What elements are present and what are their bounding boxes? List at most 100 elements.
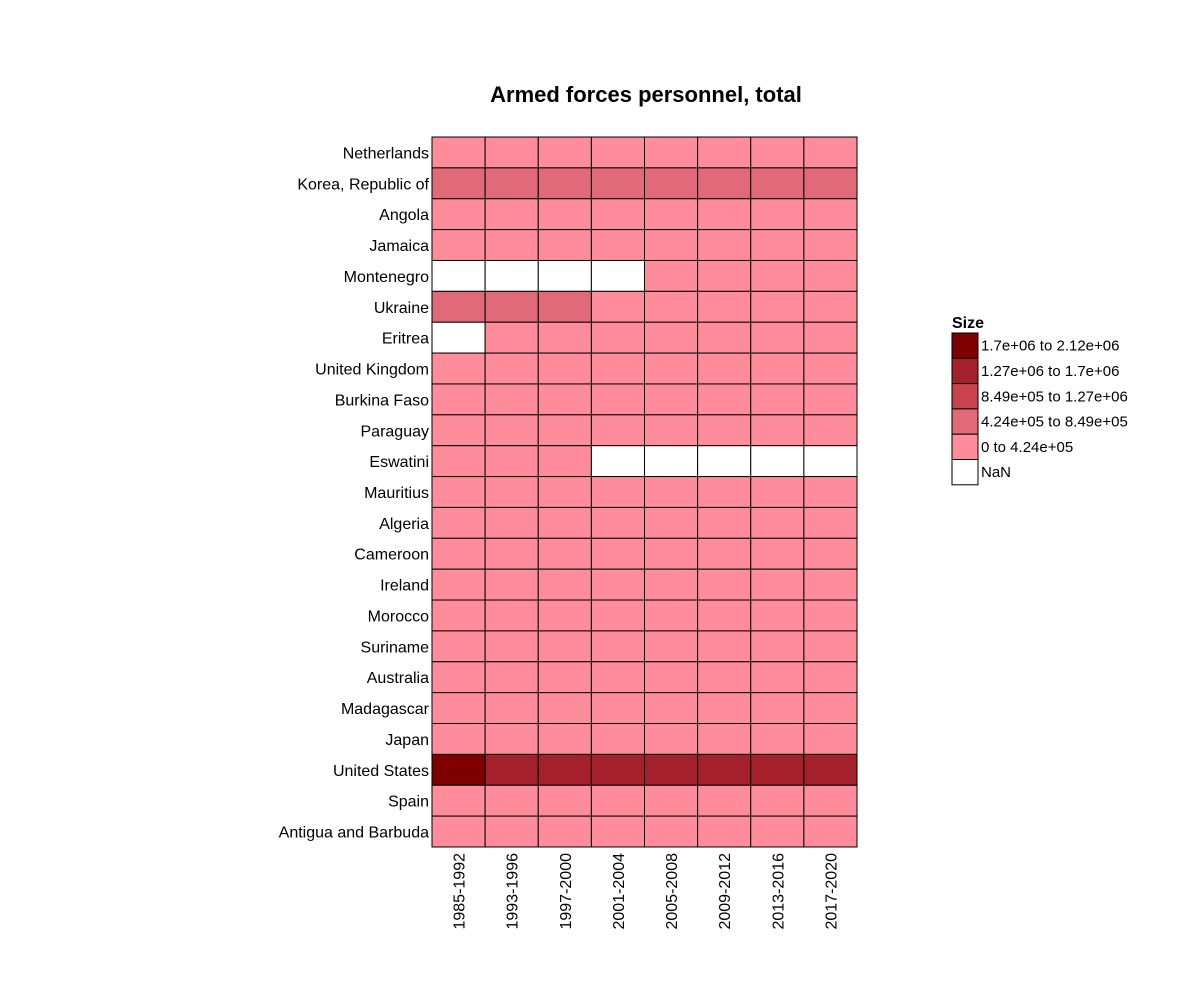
heatmap-cell-netherlands-1993-1996 [484,136,539,169]
heatmap-cell-united-states-2001-2004 [590,753,646,786]
y-tick-label-united-states: United States [333,763,429,780]
heatmap-cell-angola-1985-1992 [431,198,486,231]
heatmap-cell-eritrea-2001-2004 [590,321,646,354]
heatmap-cell-burkina-faso-2017-2020 [803,383,858,416]
heatmap-cell-eswatini-1985-1992 [431,445,486,478]
x-tick-label-1985-1992: 1985-1992 [452,853,469,930]
heatmap-cell-montenegro-2009-2012 [697,259,752,292]
heatmap-cell-ukraine-2001-2004 [590,290,646,323]
y-tick-label-morocco: Morocco [368,608,429,625]
legend-swatch-4 [951,433,979,461]
heatmap-cell-montenegro-2005-2008 [644,259,699,292]
heatmap-cell-united-states-2009-2012 [697,753,752,786]
heatmap-cell-cameroon-2001-2004 [590,537,646,570]
x-tick-label-2009-2012: 2009-2012 [717,853,734,930]
heatmap-cell-cameroon-1993-1996 [484,537,539,570]
heatmap-cell-mauritius-2013-2016 [750,476,805,508]
legend-swatch-1 [951,357,979,385]
heatmap-cell-korea-republic-of-2017-2020 [803,167,858,200]
heatmap-cell-angola-2005-2008 [644,198,699,231]
heatmap-cell-ukraine-2005-2008 [644,290,699,323]
heatmap-cell-eritrea-2005-2008 [644,321,699,354]
heatmap-cell-antigua-and-barbuda-1997-2000 [537,815,592,848]
x-tick-label-2001-2004: 2001-2004 [611,853,628,930]
heatmap-cell-algeria-1997-2000 [537,506,592,539]
y-tick-label-jamaica: Jamaica [369,238,429,255]
heatmap-cell-paraguay-2009-2012 [697,414,752,447]
heatmap-cell-algeria-1985-1992 [431,506,486,539]
heatmap-cell-korea-republic-of-2005-2008 [644,167,699,200]
heatmap-cell-netherlands-1985-1992 [431,136,486,169]
heatmap-cell-australia-2009-2012 [697,661,752,694]
heatmap-cells [431,136,858,848]
heatmap-cell-japan-1993-1996 [484,723,539,755]
heatmap-cell-cameroon-2005-2008 [644,537,699,570]
heatmap-cell-morocco-2001-2004 [590,599,646,632]
heatmap-cell-morocco-2017-2020 [803,599,858,632]
y-tick-label-mauritius: Mauritius [364,485,429,502]
heatmap-cell-united-kingdom-1985-1992 [431,352,486,385]
heatmap-cell-antigua-and-barbuda-1985-1992 [431,815,486,848]
x-tick-label-1997-2000: 1997-2000 [558,853,575,930]
heatmap-cell-mauritius-2017-2020 [803,476,858,508]
heatmap-cell-paraguay-1985-1992 [431,414,486,447]
heatmap-cell-montenegro-2001-2004 [590,259,646,292]
heatmap-cell-netherlands-2017-2020 [803,136,858,169]
heatmap-cell-suriname-2009-2012 [697,630,752,663]
heatmap-cell-antigua-and-barbuda-1993-1996 [484,815,539,848]
heatmap-cell-jamaica-1997-2000 [537,229,592,261]
heatmap-cell-cameroon-2013-2016 [750,537,805,570]
heatmap-cell-spain-1985-1992 [431,784,486,817]
heatmap-cell-japan-2001-2004 [590,723,646,755]
heatmap-cell-montenegro-2013-2016 [750,259,805,292]
heatmap-cell-japan-2005-2008 [644,723,699,755]
heatmap-cell-eswatini-1993-1996 [484,445,539,478]
heatmap-cell-eritrea-2013-2016 [750,321,805,354]
legend-swatch-5 [951,459,979,486]
heatmap-cell-eswatini-2001-2004 [590,445,646,478]
heatmap-cell-ukraine-2013-2016 [750,290,805,323]
y-tick-label-algeria: Algeria [379,516,429,533]
heatmap-cell-mauritius-2005-2008 [644,476,699,508]
heatmap-cell-suriname-1997-2000 [537,630,592,663]
y-tick-label-united-kingdom: United Kingdom [315,362,429,379]
heatmap-cell-suriname-2017-2020 [803,630,858,663]
heatmap-cell-morocco-2013-2016 [750,599,805,632]
heatmap-cell-eswatini-2013-2016 [750,445,805,478]
x-tick-label-2005-2008: 2005-2008 [664,853,681,930]
y-tick-label-australia: Australia [367,670,429,687]
heatmap-cell-montenegro-2017-2020 [803,259,858,292]
y-tick-label-suriname: Suriname [361,639,430,656]
heatmap-cell-japan-1997-2000 [537,723,592,755]
y-tick-label-eswatini: Eswatini [369,454,429,471]
legend: Size 1.7e+06 to 2.12e+06 1.27e+06 to 1.7e… [951,315,1128,486]
heatmap-cell-spain-2009-2012 [697,784,752,817]
y-tick-label-spain: Spain [388,794,429,811]
heatmap-cell-antigua-and-barbuda-2017-2020 [803,815,858,848]
heatmap-cell-morocco-1993-1996 [484,599,539,632]
heatmap-cell-madagascar-1993-1996 [484,692,539,725]
heatmap-cell-ireland-2005-2008 [644,568,699,601]
legend-label-5: NaN [981,464,1011,481]
y-axis-labels: Netherlands Korea, Republic of Angola Jamai… [279,145,430,841]
heatmap-cell-madagascar-2009-2012 [697,692,752,725]
heatmap-cell-madagascar-2001-2004 [590,692,646,725]
heatmap-cell-japan-2017-2020 [803,723,858,755]
heatmap-cell-united-kingdom-2013-2016 [750,352,805,385]
heatmap-cell-united-kingdom-1993-1996 [484,352,539,385]
heatmap-cell-montenegro-1993-1996 [484,259,539,292]
heatmap-cell-ireland-1997-2000 [537,568,592,601]
heatmap-cell-suriname-2005-2008 [644,630,699,663]
heatmap-cell-eswatini-2017-2020 [803,445,858,478]
y-tick-label-montenegro: Montenegro [344,269,429,286]
heatmap-cell-burkina-faso-1985-1992 [431,383,486,416]
y-tick-label-cameroon: Cameroon [354,547,429,564]
heatmap-cell-algeria-2013-2016 [750,506,805,539]
heatmap-cell-angola-2013-2016 [750,198,805,231]
legend-label-0: 1.7e+06 to 2.12e+06 [981,338,1119,355]
heatmap-cell-united-states-2013-2016 [750,753,805,786]
heatmap-cell-australia-1985-1992 [431,661,486,694]
y-tick-label-burkina-faso: Burkina Faso [335,392,429,409]
heatmap-cell-madagascar-2017-2020 [803,692,858,725]
heatmap-cell-algeria-2017-2020 [803,506,858,539]
